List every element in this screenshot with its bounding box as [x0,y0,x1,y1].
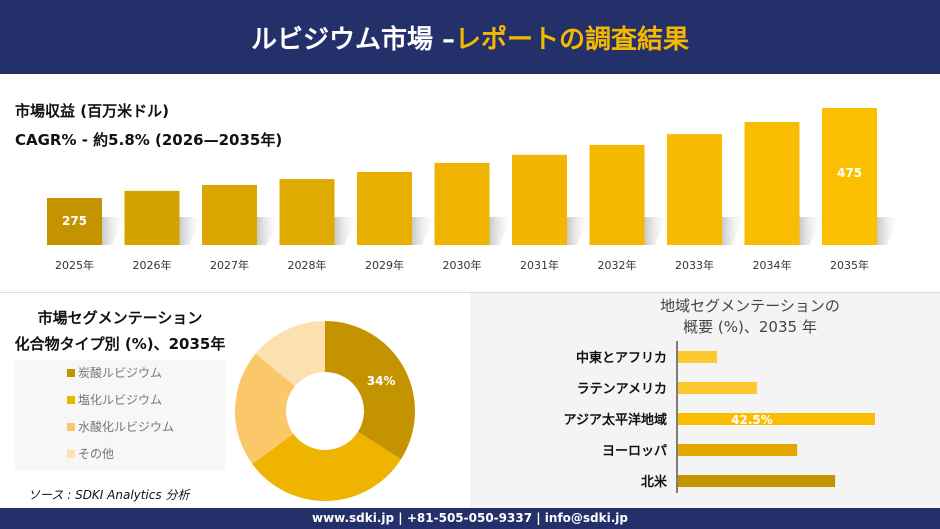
x-tick-label: 2027年 [210,258,249,272]
category-label: 北米 [641,474,668,490]
region-bar [678,475,836,487]
x-tick-label: 2035年 [830,258,869,272]
legend-swatch [67,369,75,377]
revenue-bar [434,162,490,245]
region-segment-panel: 地域セグメンテーションの 概要 (%)、2035 年 中東とアフリカ ラテンアメリ… [470,292,940,508]
data-label: 42.5% [731,413,773,427]
region-title: 地域セグメンテーションの [660,297,840,315]
bar-shadow [799,217,822,245]
revenue-bar [744,121,800,245]
region-bar [678,444,798,456]
revenue-bar [589,144,645,245]
bar-shadow [722,217,744,245]
x-tick-label: 2026年 [133,258,172,272]
donut-slice [252,431,401,501]
region-bar [678,382,757,394]
x-tick-label: 2030年 [443,258,482,272]
legend-label: その他 [78,447,115,461]
legend-swatch [67,396,75,404]
revenue-bar [357,171,412,245]
legend-item: 炭酸ルビジウム [67,366,162,380]
revenue-chart-cagr: CAGR% - 約5.8% (2026—2035年) [15,131,283,149]
region-bar [678,351,717,363]
donut-slice [235,353,295,464]
bar-shadow [179,217,202,245]
segment-subtitle: 化合物タイプ別 (%)、2035年 [14,335,226,353]
legend-swatch [67,423,75,431]
region-bar [678,413,875,425]
revenue-bar [47,198,102,245]
footer-contact: www.sdki.jp | +81-505-050-9337 | info@sd… [0,508,940,529]
bar-shadow [489,217,512,245]
category-label: ヨーロッパ [602,444,667,459]
legend-item: 水酸化ルビジウム [67,420,174,434]
legend-item: その他 [67,447,114,461]
title-accent: レポートの調査結果 [455,24,690,55]
bar-shadow [334,217,357,245]
category-label: ラテンアメリカ [577,382,667,397]
donut-slice [255,321,325,387]
x-tick-label: 2032年 [598,258,637,272]
revenue-bar [822,108,877,245]
revenue-bar [667,134,722,245]
bar-shadow [412,217,434,245]
region-subtitle: 概要 (%)、2035 年 [683,318,817,336]
bar-shadow [257,217,279,245]
revenue-bar [202,184,257,245]
x-tick-label: 2033年 [675,258,714,272]
data-label: 275 [62,214,87,228]
bar-shadow [102,217,124,245]
title-main: ルビジウム市場 – [250,24,456,55]
revenue-bar [279,179,335,245]
x-tick-label: 2025年 [55,258,94,272]
compound-donut-chart: 34% [235,321,415,501]
data-label: 34% [367,374,396,388]
x-tick-label: 2029年 [365,258,404,272]
header-banner: ルビジウム市場 – レポートの調査結果 [0,0,940,74]
revenue-chart-title: 市場収益 (百万米ドル) [15,102,169,120]
segment-title: 市場セグメンテーション [37,309,203,327]
legend-item: 塩化ルビジウム [67,393,162,407]
donut-slice [325,321,415,460]
category-label: アジア太平洋地域 [564,412,667,428]
legend-label: 炭酸ルビジウム [78,366,163,380]
source-note: ソース : SDKI Analytics 分析 [28,488,190,502]
x-tick-label: 2028年 [288,258,327,272]
donut-legend: 炭酸ルビジウム 塩化ルビジウム 水酸化ルビジウム その他 [15,360,225,470]
x-tick-label: 2031年 [520,258,559,272]
revenue-chart-panel: 市場収益 (百万米ドル) CAGR% - 約5.8% (2026—2035年) … [0,74,940,292]
x-tick-label: 2034年 [753,258,792,272]
bar-shadow [644,217,667,245]
revenue-bar [124,190,180,245]
legend-label: 塩化ルビジウム [78,393,163,407]
category-label: 中東とアフリカ [576,350,667,366]
legend-label: 水酸化ルビジウム [78,420,175,434]
bar-shadow [877,217,899,245]
bar-shadow [567,217,589,245]
revenue-bar [512,154,567,245]
data-label: 475 [837,166,862,180]
legend-swatch [67,450,75,458]
revenue-bar-chart: 2025年 275 2026年 2027年 2028年 2029年 2030年 2031年 20… [47,108,899,272]
